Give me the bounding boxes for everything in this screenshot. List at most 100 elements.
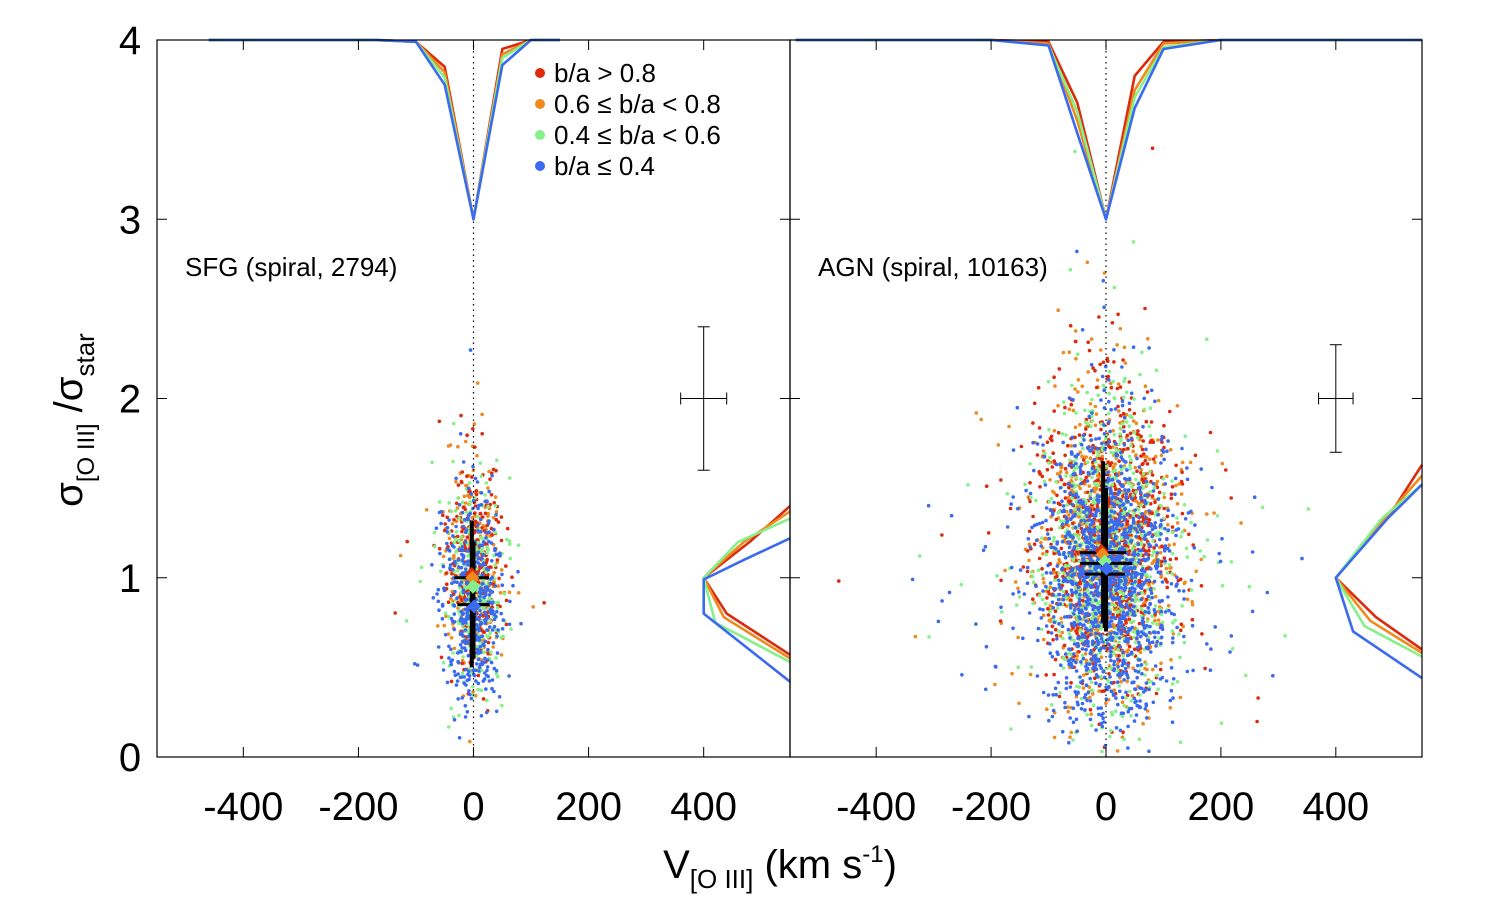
data-point [1017,701,1021,706]
data-point [1045,549,1049,554]
data-point [1087,484,1092,488]
data-point [486,504,490,509]
data-point [1138,650,1143,655]
data-point [468,348,473,352]
data-point [1140,572,1145,577]
data-point [1135,675,1139,680]
data-point [452,603,456,607]
data-point [1027,529,1032,534]
data-point [1175,404,1180,408]
data-point [1092,482,1097,486]
data-point [1018,568,1023,572]
data-point [1104,436,1108,441]
data-point [484,687,488,691]
data-point [1148,575,1152,579]
data-point [1111,429,1115,433]
data-point [1073,329,1078,333]
data-point [481,515,485,519]
data-point [1123,465,1127,470]
data-point [1089,723,1094,728]
data-point [1038,607,1042,611]
data-point [1130,415,1134,420]
data-point [998,619,1003,623]
data-point [1168,448,1173,452]
data-point [1120,700,1125,704]
data-point [1113,496,1118,500]
data-point [485,665,490,669]
data-point [478,595,482,599]
data-point [1052,535,1056,540]
data-point [454,476,458,481]
data-point [1125,630,1129,635]
data-point [1230,647,1235,651]
data-point [478,613,483,617]
data-point [1056,430,1061,435]
data-point [450,543,455,548]
data-point [1071,408,1076,413]
data-point [445,525,450,530]
data-point [1155,479,1160,484]
data-point [1100,689,1104,694]
data-point [1112,396,1117,400]
data-point [1028,491,1033,496]
data-point [1074,411,1078,415]
data-point [1122,345,1127,350]
data-point [489,577,493,581]
data-point [487,469,491,474]
data-point [1040,536,1044,540]
data-point [1038,485,1042,489]
data-point [1138,646,1143,650]
data-point [1085,390,1089,395]
data-point [1097,436,1101,441]
data-point [1131,471,1136,476]
data-point [476,673,481,678]
data-point [1184,546,1189,551]
data-point [1037,593,1042,598]
data-point [1075,729,1079,733]
data-point [1144,597,1149,602]
data-point [447,656,451,660]
data-point [1015,603,1019,607]
data-point [1093,368,1097,373]
data-point [1180,511,1185,516]
data-point [485,551,490,556]
data-point [1137,621,1142,626]
data-point [1067,495,1071,500]
data-point [1074,499,1079,504]
data-point [1143,533,1148,537]
data-point [486,674,491,679]
data-point [1116,404,1120,409]
data-point [487,593,492,597]
data-point [999,605,1003,610]
data-point [490,473,494,478]
data-point [1137,558,1142,562]
data-point [424,508,429,512]
data-point [430,460,434,465]
data-point [466,486,471,491]
data-point [1069,479,1073,483]
data-point [1122,429,1126,434]
data-point [491,515,496,520]
data-point [1045,440,1050,445]
data-point [995,574,999,578]
data-point [1052,620,1057,625]
data-point [1260,505,1265,510]
data-point [1123,639,1127,643]
data-point [1084,475,1088,480]
data-point [1100,374,1105,379]
data-point [1031,421,1035,425]
data-point [488,631,493,635]
data-point [1134,534,1138,539]
top-histogram-line [208,38,560,221]
data-point [1093,653,1097,658]
data-point [1095,504,1100,509]
data-point [1005,525,1010,529]
data-point [1152,486,1157,490]
data-point [1065,509,1069,514]
data-point [1112,543,1117,547]
data-point [1131,488,1136,493]
data-point [1150,494,1155,498]
data-point [483,671,487,675]
data-point [1027,542,1032,547]
data-point [1097,689,1101,693]
